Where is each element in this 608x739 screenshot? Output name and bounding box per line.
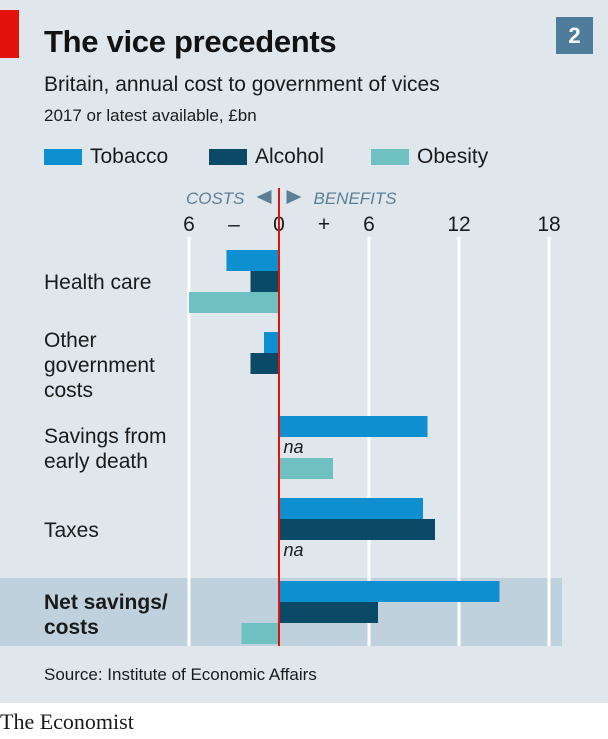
bar-alcohol-0	[250, 271, 279, 292]
category-label: Other government costs	[44, 328, 155, 403]
x-tick-label: 18	[537, 213, 560, 236]
economist-wordmark: The Economist	[0, 709, 134, 734]
legend-swatch-alcohol	[209, 149, 247, 165]
x-tick-label: –	[228, 213, 240, 236]
category-label-line: Savings from	[44, 425, 167, 448]
category-label-line: Taxes	[44, 519, 99, 542]
red-accent-tag	[0, 10, 19, 58]
chart-subtitle: Britain, annual cost to government of vi…	[44, 73, 440, 96]
bar-obesity-0	[189, 292, 279, 313]
category-label-line: Other	[44, 329, 97, 352]
chart-number-badge: 2	[556, 17, 593, 54]
source-note: Source: Institute of Economic Affairs	[44, 665, 317, 684]
bar-tobacco-2	[279, 416, 428, 437]
bar-tobacco-3	[279, 498, 423, 519]
category-label: Net savings/costs	[44, 590, 168, 640]
category-label-line: Net savings/	[44, 591, 168, 614]
x-tick-label: 6	[183, 213, 195, 236]
legend-swatch-obesity	[371, 149, 409, 165]
category-label-line: costs	[44, 616, 99, 639]
legend-label-alcohol: Alcohol	[255, 145, 324, 168]
category-label: Taxes	[44, 518, 99, 543]
benefits-direction-label: BENEFITS	[314, 189, 398, 208]
bar-obesity-4	[241, 623, 279, 644]
x-tick-label: 12	[447, 213, 470, 236]
costs-arrow-icon	[256, 190, 272, 204]
category-label-line: government	[44, 354, 155, 377]
unit-note: 2017 or latest available, £bn	[44, 106, 257, 125]
legend-swatch-tobacco	[44, 149, 82, 165]
bar-alcohol-1	[250, 353, 279, 374]
bar-tobacco-4	[279, 581, 500, 602]
na-label: na	[284, 437, 304, 457]
legend-label-obesity: Obesity	[417, 145, 489, 168]
x-tick-label: +	[318, 213, 330, 236]
bar-alcohol-4	[279, 602, 378, 623]
category-label: Health care	[44, 270, 151, 295]
bar-alcohol-3	[279, 519, 435, 540]
bar-tobacco-0	[226, 250, 279, 271]
benefits-arrow-icon	[286, 190, 302, 204]
legend-label-tobacco: Tobacco	[90, 145, 169, 168]
category-label-line: Health care	[44, 271, 152, 294]
x-tick-label: 6	[363, 213, 375, 236]
category-label: Savings from early death	[44, 424, 167, 474]
chart-title: The vice precedents	[44, 24, 337, 59]
costs-direction-label: COSTS	[186, 189, 245, 208]
category-label-line: costs	[44, 379, 94, 402]
bar-obesity-2	[279, 458, 333, 479]
na-label: na	[284, 540, 304, 560]
bar-tobacco-1	[264, 332, 279, 353]
category-label-line: early death	[44, 450, 148, 473]
